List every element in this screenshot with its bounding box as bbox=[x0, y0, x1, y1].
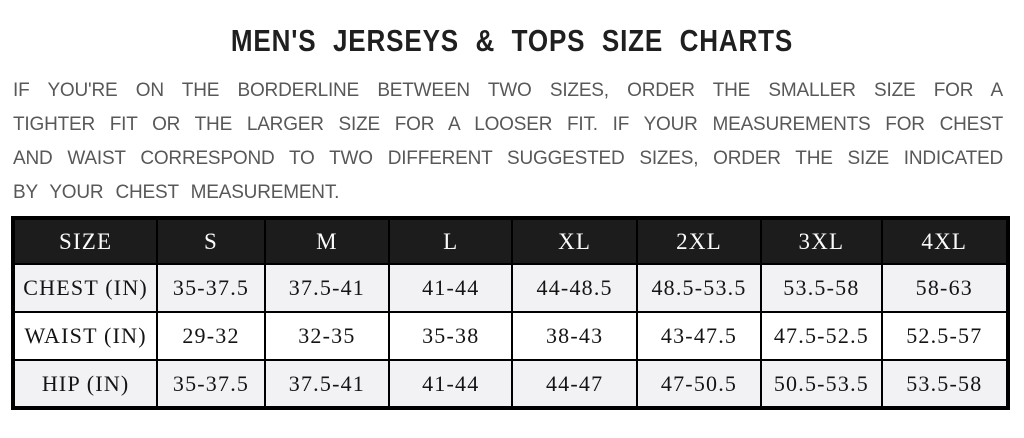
chest-cell: 44-48.5 bbox=[511, 263, 638, 313]
waist-cell: 43-47.5 bbox=[635, 311, 763, 361]
waist-cell: 29-32 bbox=[156, 311, 266, 361]
hip-cell: 41-44 bbox=[388, 359, 514, 409]
table-header-row: SIZE S M L XL 2XL 3XL 4XL bbox=[11, 217, 1010, 265]
column-header-xl: XL bbox=[511, 217, 638, 265]
table-row-chest: CHEST (IN) 35-37.5 37.5-41 41-44 44-48.5… bbox=[11, 263, 1010, 313]
waist-cell: 38-43 bbox=[511, 311, 638, 361]
waist-cell: 47.5-52.5 bbox=[760, 311, 883, 361]
table-row-hip: HIP (IN) 35-37.5 37.5-41 41-44 44-47 47-… bbox=[11, 359, 1010, 409]
hip-cell: 35-37.5 bbox=[156, 359, 266, 409]
intro-line: TIGHTER FIT OR THE LARGER SIZE FOR A LOO… bbox=[13, 114, 1003, 135]
intro-paragraph: IF YOU'RE ON THE BORDERLINE BETWEEN TWO … bbox=[13, 74, 1003, 210]
hip-cell: 37.5-41 bbox=[263, 359, 391, 409]
chest-cell: 35-37.5 bbox=[156, 263, 266, 313]
column-header-s: S bbox=[156, 217, 266, 265]
column-header-4xl: 4XL bbox=[880, 217, 1010, 265]
page-title: MEN'S JERSEYS & TOPS SIZE CHARTS bbox=[230, 23, 794, 58]
column-header-2xl: 2XL bbox=[635, 217, 763, 265]
intro-line: AND WAIST CORRESPOND TO TWO DIFFERENT SU… bbox=[13, 148, 1003, 169]
column-header-3xl: 3XL bbox=[760, 217, 883, 265]
column-header-m: M bbox=[263, 217, 391, 265]
intro-line: IF YOU'RE ON THE BORDERLINE BETWEEN TWO … bbox=[13, 80, 1003, 101]
chest-cell: 37.5-41 bbox=[263, 263, 391, 313]
hip-cell: 47-50.5 bbox=[635, 359, 763, 409]
size-chart-table: SIZE S M L XL 2XL 3XL 4XL CHEST (IN) 35-… bbox=[11, 216, 1010, 410]
hip-cell: 44-47 bbox=[511, 359, 638, 409]
column-header-size: SIZE bbox=[11, 217, 159, 265]
chest-cell: 41-44 bbox=[388, 263, 514, 313]
waist-cell: 35-38 bbox=[388, 311, 514, 361]
row-label-hip: HIP (IN) bbox=[11, 359, 159, 409]
chest-cell: 48.5-53.5 bbox=[635, 263, 763, 313]
waist-cell: 32-35 bbox=[263, 311, 391, 361]
intro-line: BY YOUR CHEST MEASUREMENT. bbox=[13, 182, 340, 203]
hip-cell: 50.5-53.5 bbox=[760, 359, 883, 409]
row-label-chest: CHEST (IN) bbox=[11, 263, 159, 313]
chest-cell: 53.5-58 bbox=[760, 263, 883, 313]
column-header-l: L bbox=[388, 217, 514, 265]
row-label-waist: WAIST (IN) bbox=[11, 311, 159, 361]
chest-cell: 58-63 bbox=[880, 263, 1010, 313]
table-row-waist: WAIST (IN) 29-32 32-35 35-38 38-43 43-47… bbox=[11, 311, 1010, 361]
hip-cell: 53.5-58 bbox=[880, 359, 1010, 409]
size-chart-page: MEN'S JERSEYS & TOPS SIZE CHARTS IF YOU'… bbox=[0, 24, 1024, 410]
waist-cell: 52.5-57 bbox=[880, 311, 1010, 361]
